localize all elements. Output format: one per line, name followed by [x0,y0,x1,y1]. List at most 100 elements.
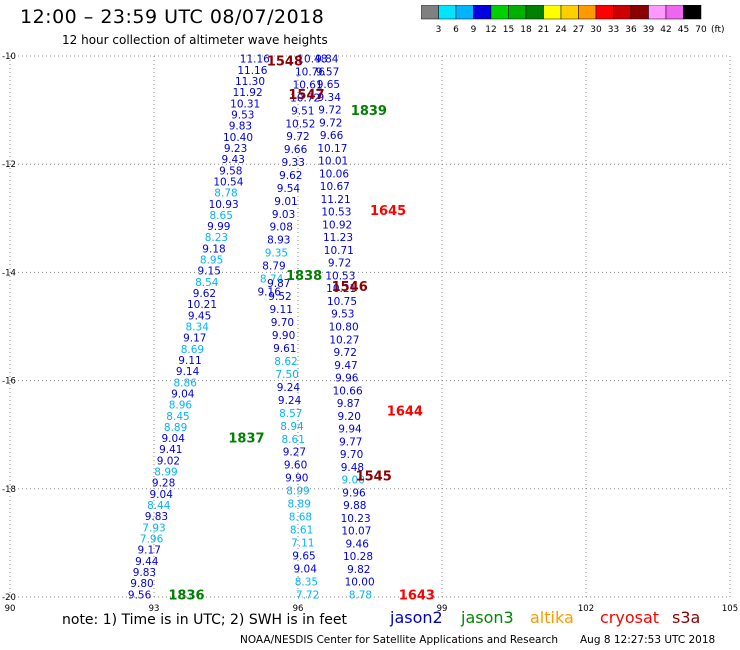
satellite-legend-s3a: s3a [672,608,701,627]
wave-height-value: 9.04 [294,563,318,575]
wave-height-value: 9.04 [150,489,174,501]
wave-height-value: 8.96 [169,400,193,412]
wave-height-value: 9.90 [272,330,295,342]
pass-time-label: 1837 [228,431,264,446]
longitude-tick-label: 99 [437,604,448,614]
wave-height-value: 10.53 [325,270,355,282]
map-grid [9,55,731,598]
pass-time-label: 1839 [351,104,387,119]
wave-height-value: 9.60 [284,460,307,472]
wave-height-value: 9.48 [341,462,364,474]
longitude-tick-label: 105 [722,604,738,614]
wave-height-value: 10.92 [322,219,352,231]
wave-height-value: 8.78 [349,589,372,601]
wave-height-value: 9.23 [224,143,247,155]
wave-height-value: 9.28 [152,478,175,490]
wave-height-value: 8.89 [164,422,187,434]
wave-height-value: 10.00 [345,577,375,589]
pass-time-label: 1546 [332,280,368,295]
wave-height-value: 9.56 [128,589,152,601]
wave-height-value: 9.03 [272,209,295,221]
pass-time-label: 1644 [387,404,423,419]
wave-height-value: 10.76 [295,67,325,79]
pass-time-label: 1836 [168,588,204,603]
wave-height-value: 8.79 [262,260,285,272]
wave-height-value: 9.15 [198,266,221,278]
wave-height-value: 10.17 [317,143,347,155]
color-scale-tick-label: 39 [643,25,655,35]
wave-height-value: 9.66 [284,144,308,156]
latitude-tick-label: -14 [2,268,16,278]
color-scale-tick-label: 18 [520,25,532,35]
altimeter-track-jasonC: 9.879.529.119.709.909.618.627.509.249.24… [267,278,319,601]
wave-height-value: 8.62 [274,356,297,368]
pass-time-label: 1645 [370,204,406,219]
wave-height-value: 9.51 [291,105,314,117]
wave-height-value: 9.24 [278,395,302,407]
wave-height-value: 8.61 [290,524,313,536]
pass-time-label: 1838 [286,269,322,284]
wave-height-value: 8.93 [267,235,290,247]
wave-height-value: 9.24 [277,382,301,394]
wave-height-value: 10.07 [341,526,371,538]
wave-height-value: 9.35 [265,248,288,260]
footnote: note: 1) Time is in UTC; 2) SWH is in fe… [62,612,348,628]
wave-height-value: 8.44 [147,500,171,512]
color-scale-tick-label: 3 [436,25,442,35]
wave-height-value: 10.48 [297,54,327,66]
color-scale-tick-label: 24 [555,25,567,35]
wave-height-value: 8.78 [214,188,237,200]
wave-height-value: 8.57 [279,408,302,420]
color-scale-tick-label: 36 [625,25,637,35]
wave-height-value: 9.11 [270,304,293,316]
wave-height-value: 10.27 [329,334,359,346]
color-scale-unit: (ft) [711,25,725,35]
wave-height-value: 9.72 [318,105,341,117]
satellite-legend-cryosat: cryosat [600,608,660,627]
wave-height-value: 9.87 [267,278,290,290]
wave-height-value: 9.57 [316,66,339,78]
wave-height-value: 9.70 [340,449,363,461]
wave-height-value: 10.28 [343,551,373,563]
wave-height-value: 9.41 [159,444,182,456]
wave-height-value: 9.58 [219,165,242,177]
color-scale-tick-label: 45 [678,25,689,35]
wave-height-value: 9.87 [337,398,360,410]
wave-height-value: 7.72 [296,589,319,601]
wave-height-value: 8.95 [200,255,223,267]
page-title: 12:00 – 23:59 UTC 08/07/2018 [20,6,325,28]
wave-height-value: 9.00 [342,475,365,487]
longitude-tick-label: 90 [5,604,16,614]
wave-height-value: 10.21 [187,299,217,311]
wave-height-value: 8.94 [280,421,304,433]
wave-height-value: 9.90 [285,473,308,485]
wave-height-value: 10.52 [285,118,315,130]
wave-height-value: 8.74 [260,273,284,285]
longitude-tick-label: 96 [293,604,304,614]
wave-height-value: 9.96 [342,487,366,499]
latitude-tick-label: -20 [2,593,16,603]
wave-height-value: 9.54 [277,183,301,195]
altimeter-track-jasonD: 9.849.579.659.349.729.729.6610.1710.0110… [315,54,375,602]
wave-height-value: 7.50 [276,369,299,381]
wave-height-value: 8.45 [166,411,189,423]
wave-height-value: 9.44 [135,556,159,568]
wave-height-value: 9.84 [315,54,339,66]
wave-height-value: 7.11 [291,537,314,549]
wave-height-value: 9.53 [231,109,254,121]
wave-height-value: 9.33 [282,157,305,169]
wave-height-value: 8.99 [154,467,177,479]
longitude-tick-label: 93 [149,604,160,614]
wave-height-value: 9.53 [331,309,354,321]
color-scale-tick-label: 6 [453,25,459,35]
wave-height-value: 11.23 [323,232,353,244]
wave-height-value: 9.01 [274,196,297,208]
wave-height-value: 9.11 [178,355,201,367]
color-scale-tick-label: 33 [608,25,619,35]
wave-height-value: 9.14 [176,366,200,378]
wave-height-value: 9.94 [338,424,362,436]
color-scale-tick-label: 21 [538,25,549,35]
credit-line: NOAA/NESDIS Center for Satellite Applica… [240,634,558,646]
pass-time-label: 1545 [356,469,392,484]
wave-height-value: 9.17 [138,545,161,557]
